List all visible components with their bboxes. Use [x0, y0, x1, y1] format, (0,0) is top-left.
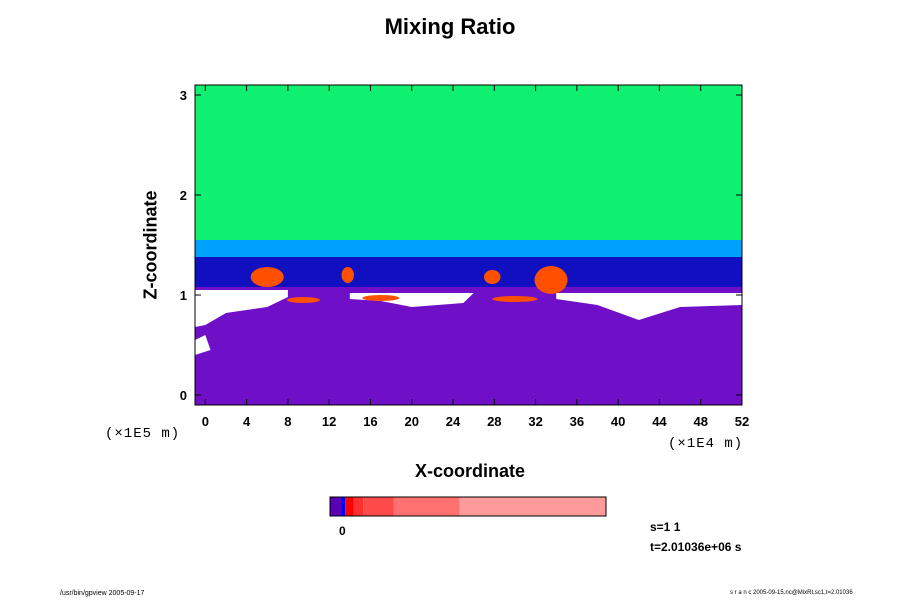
x-tick-label: 48: [693, 414, 707, 429]
colorbar-segment: [363, 497, 394, 516]
colorbar-segment: [459, 497, 606, 516]
x-tick-label: 44: [652, 414, 667, 429]
colorbar-segment: [345, 497, 354, 516]
plume-region: [534, 266, 568, 294]
y-tick-label: 1: [180, 288, 187, 303]
x-tick-label: 24: [446, 414, 461, 429]
x-tick-label: 36: [570, 414, 584, 429]
plume-region: [286, 297, 320, 303]
colorbar-segment: [353, 497, 364, 516]
y-scale-note: (×1E5 m): [105, 426, 181, 442]
x-scale-note: (×1E4 m): [668, 436, 744, 452]
y-tick-label: 2: [180, 188, 187, 203]
footer-source: s r a n c 2005-09-15.nc@MixRt,sc1,t=2.01…: [730, 590, 853, 596]
step-annotation: s=1 1: [650, 520, 681, 534]
time-annotation: t=2.01036e+06 s: [650, 540, 742, 554]
colorbar-segment: [341, 497, 346, 516]
x-tick-label: 4: [243, 414, 251, 429]
x-tick-label: 0: [202, 414, 209, 429]
x-tick-label: 52: [735, 414, 749, 429]
x-tick-label: 40: [611, 414, 625, 429]
field-boundary-layer: [195, 257, 742, 287]
x-tick-label: 28: [487, 414, 501, 429]
missing-value-patch: [195, 290, 288, 327]
footer-command: /usr/bin/gpview 2005-09-17: [60, 590, 145, 597]
field-mid-region: [195, 240, 742, 257]
x-tick-label: 20: [405, 414, 419, 429]
colorbar-segment: [330, 497, 342, 516]
colorbar-tick-label: 0: [339, 524, 346, 538]
missing-value-patch: [556, 293, 742, 320]
x-tick-label: 12: [322, 414, 336, 429]
x-tick-label: 8: [284, 414, 291, 429]
y-axis-label: Z-coordinate: [140, 190, 161, 300]
plume-region: [492, 296, 538, 302]
y-tick-label: 3: [180, 88, 187, 103]
colorbar-frame: [329, 496, 607, 517]
plume-region: [250, 267, 284, 287]
y-tick-label: 0: [180, 388, 187, 403]
plume-region: [362, 295, 400, 301]
missing-value-patch: [195, 335, 211, 355]
field-upper-region: [195, 85, 742, 240]
colorbar-segment: [393, 497, 460, 516]
x-tick-label: 32: [528, 414, 542, 429]
x-axis-label: X-coordinate: [414, 461, 525, 481]
plume-region: [341, 267, 354, 283]
plume-region: [483, 270, 501, 284]
plot-frame: [194, 84, 743, 406]
x-tick-label: 16: [363, 414, 377, 429]
chart-title: Mixing Ratio: [384, 14, 516, 39]
